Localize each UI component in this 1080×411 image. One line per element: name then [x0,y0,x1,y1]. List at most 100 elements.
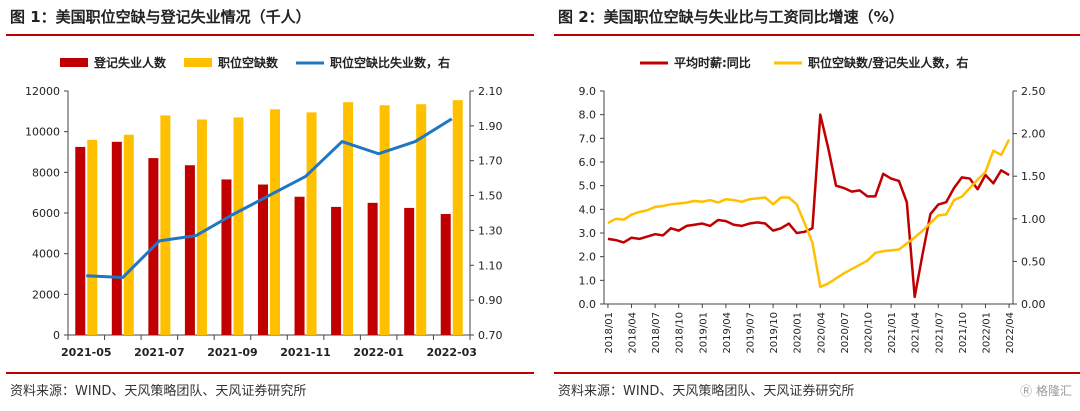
y-left-tick-label: 6000 [32,207,60,220]
x-tick-label: 2021/07 [934,312,945,354]
legend-swatch-job-openings [184,58,212,67]
bar-unemployed [440,214,451,335]
bar-job-openings [416,104,427,335]
y-right-tick-label: 1.00 [1021,213,1046,226]
y-left-tick-label: 10000 [25,126,60,139]
y-right-tick-label: 1.70 [478,155,503,168]
bar-unemployed [75,146,86,335]
x-tick-label: 2021-05 [61,346,112,359]
x-tick-label: 2020/07 [840,312,851,354]
title-rule-1 [6,34,534,36]
legend-label-ratio: 职位空缺比失业数，右 [330,55,450,70]
y-right-tick-label: 1.50 [478,190,503,203]
bar-unemployed [111,141,122,335]
y-right-tick-label: 1.50 [1021,170,1046,183]
y-left-tick-label: 5.0 [579,180,597,193]
x-tick-label: 2020/04 [816,312,827,354]
chart-panel-1: 图 1：美国职位空缺与登记失业情况（千人） 0 2000 4000 6000 8000 1… [0,0,536,411]
y-right-tick-label: 2.10 [478,85,503,98]
y-left-tick-label: 7.0 [579,132,597,145]
x-tick-label: 2018/01 [604,312,615,354]
bar-job-openings [306,112,317,335]
line-openings-ratio [86,117,453,279]
y-left-tick-label: 12000 [25,85,60,98]
x-tick-label: 2019/07 [746,312,757,354]
legend-label-unemployed: 登记失业人数 [93,55,167,70]
bar-unemployed [404,207,415,335]
x-tick-label: 2021-07 [134,346,185,359]
bar-unemployed [258,184,268,335]
source-rule-2 [554,372,1080,374]
y-right-tick-label: 2.00 [1021,128,1046,141]
y-right-tick-label: 0.70 [478,329,503,342]
chart-panel-2: 图 2：美国职位空缺与失业比与工资同比增速（%） 0.0 1.0 2.0 3.0 4.0… [548,0,1080,411]
bar-job-openings [87,139,98,335]
y-left-tick-label: 9.0 [579,85,597,98]
x-tick-label: 2022/01 [981,312,992,354]
bar-line-chart-1: 0 2000 4000 6000 8000 10000 12000 0.70 0.90 1.10 1… [25,55,503,359]
chart-title-2: 图 2：美国职位空缺与失业比与工资同比增速（%） [558,8,904,26]
bar-job-openings [160,115,171,336]
x-tick-label: 2020/01 [793,312,804,354]
y-right-tick-label: 0.00 [1021,298,1046,311]
x-tick-label: 2021/04 [911,312,922,354]
watermark-text: 格隆汇 [1035,384,1072,398]
title-rule-2 [554,34,1080,36]
y-right-tick-label: 0.50 [1021,255,1046,268]
y-right-tick-label: 1.10 [478,259,503,272]
bar-unemployed [184,165,195,335]
line-openings-ratio [607,138,1011,289]
x-tick-label: 2022/04 [1005,312,1016,354]
x-tick-label: 2022-03 [426,346,477,359]
legend-label-ratio: 职位空缺数/登记失业人数，右 [808,55,968,70]
bar-job-openings [196,119,207,335]
dual-line-chart-2: 0.0 1.0 2.0 3.0 4.0 5.0 6.0 7.0 8.0 9.0 0.00 0.50 1.… [579,55,1046,354]
bar-job-openings [343,102,354,335]
legend-label-wage: 平均时薪:同比 [674,55,751,70]
bar-job-openings [452,100,463,336]
y-left-tick-label: 6.0 [579,156,597,169]
x-tick-label: 2021/01 [887,312,898,354]
y-left-tick-label: 0 [53,329,60,342]
y-left-tick-label: 0.0 [579,298,597,311]
x-tick-label: 2020/10 [863,312,874,354]
y-right-tick-label: 0.90 [478,294,503,307]
source-note-2: 资料来源：WIND、天风策略团队、天风证券研究所 [558,384,855,399]
y-left-tick-label: 4.0 [579,203,597,216]
y-left-tick-label: 8000 [32,166,60,179]
y-left-tick-label: 2.0 [579,251,597,264]
x-tick-label: 2018/04 [628,312,639,354]
bar-job-openings [270,109,280,335]
x-tick-label: 2022-01 [353,346,404,359]
x-tick-label: 2021-11 [280,346,331,359]
x-tick-label: 2018/07 [651,312,662,354]
bar-job-openings [123,134,134,335]
y-right-tick-label: 2.50 [1021,85,1046,98]
source-note-1: 资料来源：WIND、天风策略团队、天风证券研究所 [10,384,307,399]
x-tick-label: 2021/10 [958,312,969,354]
y-left-tick-label: 2000 [32,288,60,301]
watermark-icon: Ⓡ [1020,384,1033,398]
y-right-tick-label: 1.90 [478,120,503,133]
bar-unemployed [331,206,342,335]
legend-label-job-openings: 职位空缺数 [218,55,279,70]
y-left-tick-label: 4000 [32,248,60,261]
x-tick-label: 2021-09 [207,346,258,359]
x-tick-label: 2019/01 [698,312,709,354]
x-tick-label: 2019/10 [769,312,780,354]
legend-swatch-unemployed [60,58,88,67]
y-left-tick-label: 1.0 [579,274,597,287]
bar-job-openings [379,105,390,335]
x-tick-label: 2019/04 [722,312,733,354]
y-right-tick-label: 1.30 [478,224,503,237]
chart-title-1: 图 1：美国职位空缺与登记失业情况（千人） [10,8,311,26]
bar-unemployed [221,179,232,335]
bar-unemployed [367,202,378,335]
bar-job-openings [233,117,244,335]
source-rule-1 [6,372,534,374]
y-left-tick-label: 3.0 [579,227,597,240]
watermark-logo: Ⓡ 格隆汇 [1020,382,1072,399]
bar-unemployed [294,196,305,335]
y-left-tick-label: 8.0 [579,109,597,122]
x-tick-label: 2018/10 [675,312,686,354]
